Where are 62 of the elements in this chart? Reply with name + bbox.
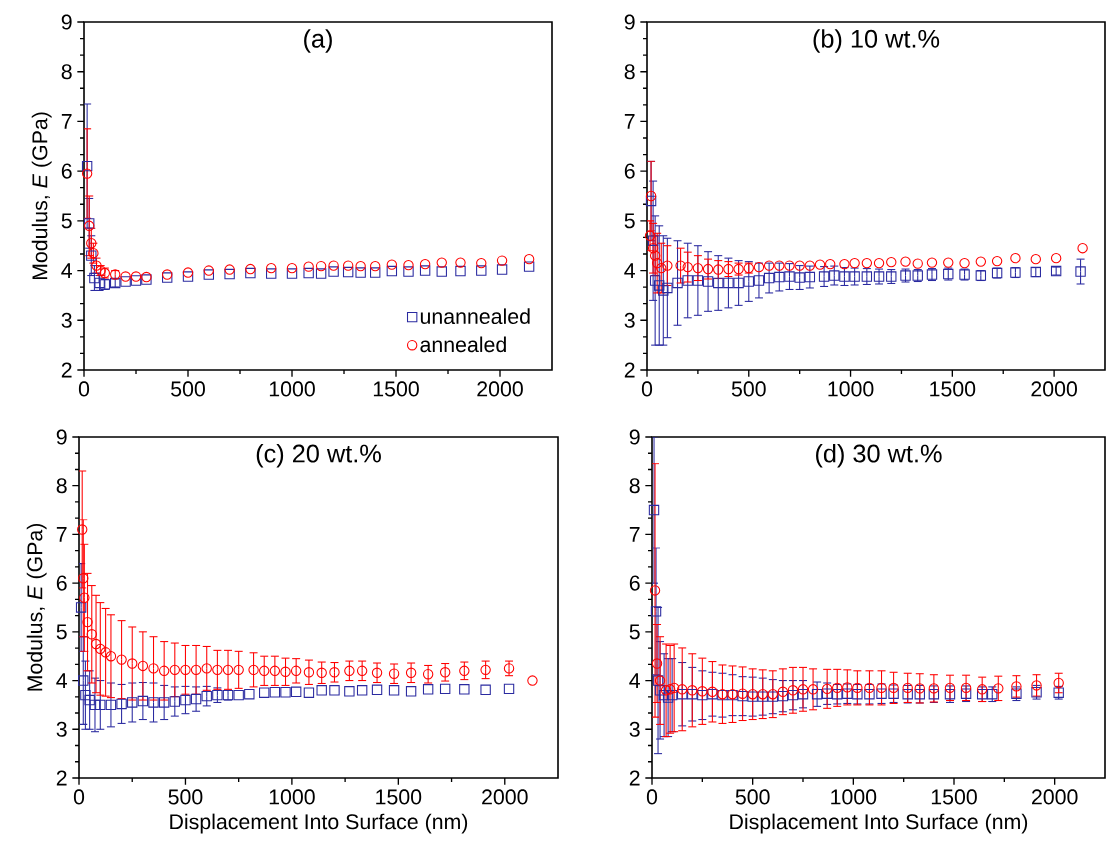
y-tick-label: 4 xyxy=(629,673,640,688)
x-tick-label: 0 xyxy=(78,381,90,397)
y-tick-label: 8 xyxy=(61,64,72,80)
legend-label: annealed xyxy=(420,336,506,353)
x-axis-title: Displacement Into Surface (nm) xyxy=(170,813,468,834)
x-tick-label: 1000 xyxy=(828,381,874,397)
chart-title: (d) 30 wt.% xyxy=(816,443,942,468)
y-tick-label: 3 xyxy=(56,721,67,737)
y-tick-label: 6 xyxy=(61,163,72,179)
x-tick-label: 2000 xyxy=(482,789,528,805)
y-tick-label: 9 xyxy=(61,14,72,30)
x-tick-label: 1500 xyxy=(930,381,976,397)
x-tick-label: 500 xyxy=(168,789,203,805)
x-tick-label: 0 xyxy=(646,789,658,805)
y-tick-label: 7 xyxy=(56,527,67,542)
y-tick-label: 7 xyxy=(624,114,635,129)
x-tick-label: 1500 xyxy=(931,789,977,805)
x-tick-label: 2000 xyxy=(1032,789,1078,805)
y-tick-label: 7 xyxy=(629,527,640,542)
y-tick-label: 2 xyxy=(56,770,67,786)
y-axis-title: Modulus, E (GPa) xyxy=(31,112,52,280)
y-tick-label: 2 xyxy=(624,362,635,378)
y-tick-label: 4 xyxy=(624,263,635,278)
y-tick-label: 4 xyxy=(61,263,72,278)
y-tick-label: 4 xyxy=(56,673,67,688)
y-tick-label: 8 xyxy=(624,64,635,80)
y-tick-label: 5 xyxy=(624,213,635,229)
x-tick-label: 1500 xyxy=(376,789,422,805)
y-tick-label: 7 xyxy=(61,114,72,129)
x-tick-label: 1500 xyxy=(373,381,419,397)
y-tick-label: 9 xyxy=(629,429,640,445)
y-tick-label: 5 xyxy=(61,213,72,229)
y-tick-label: 6 xyxy=(629,575,640,591)
x-tick-label: 1000 xyxy=(269,789,315,805)
y-tick-label: 5 xyxy=(629,624,640,640)
x-tick-label: 500 xyxy=(731,381,766,397)
y-axis-title: Modulus, E (GPa) xyxy=(26,523,47,691)
legend-label: unannealed xyxy=(420,308,530,325)
y-tick-label: 2 xyxy=(61,362,72,378)
x-tick-label: 1000 xyxy=(831,789,877,805)
y-tick-label: 9 xyxy=(56,429,67,445)
chart-title: (c) 20 wt.% xyxy=(256,443,381,468)
y-tick-label: 3 xyxy=(61,312,72,328)
y-tick-label: 8 xyxy=(56,478,67,494)
x-tick-label: 2000 xyxy=(477,381,523,397)
y-tick-label: 3 xyxy=(624,312,635,328)
x-axis-title: Displacement Into Surface (nm) xyxy=(730,813,1028,834)
y-tick-label: 6 xyxy=(624,163,635,179)
x-tick-label: 500 xyxy=(171,381,205,397)
chart-title: (b) 10 wt.% xyxy=(813,29,940,53)
y-tick-label: 5 xyxy=(56,624,67,640)
chart-title: (a) xyxy=(304,29,332,53)
x-tick-label: 0 xyxy=(641,381,653,397)
y-tick-label: 8 xyxy=(629,478,640,494)
x-tick-label: 0 xyxy=(73,789,85,805)
y-tick-label: 9 xyxy=(624,14,635,30)
y-tick-label: 3 xyxy=(629,721,640,737)
y-tick-label: 2 xyxy=(629,770,640,786)
x-tick-label: 1000 xyxy=(269,381,315,397)
x-tick-label: 500 xyxy=(735,789,770,805)
y-tick-label: 6 xyxy=(56,575,67,591)
x-tick-label: 2000 xyxy=(1031,381,1077,397)
